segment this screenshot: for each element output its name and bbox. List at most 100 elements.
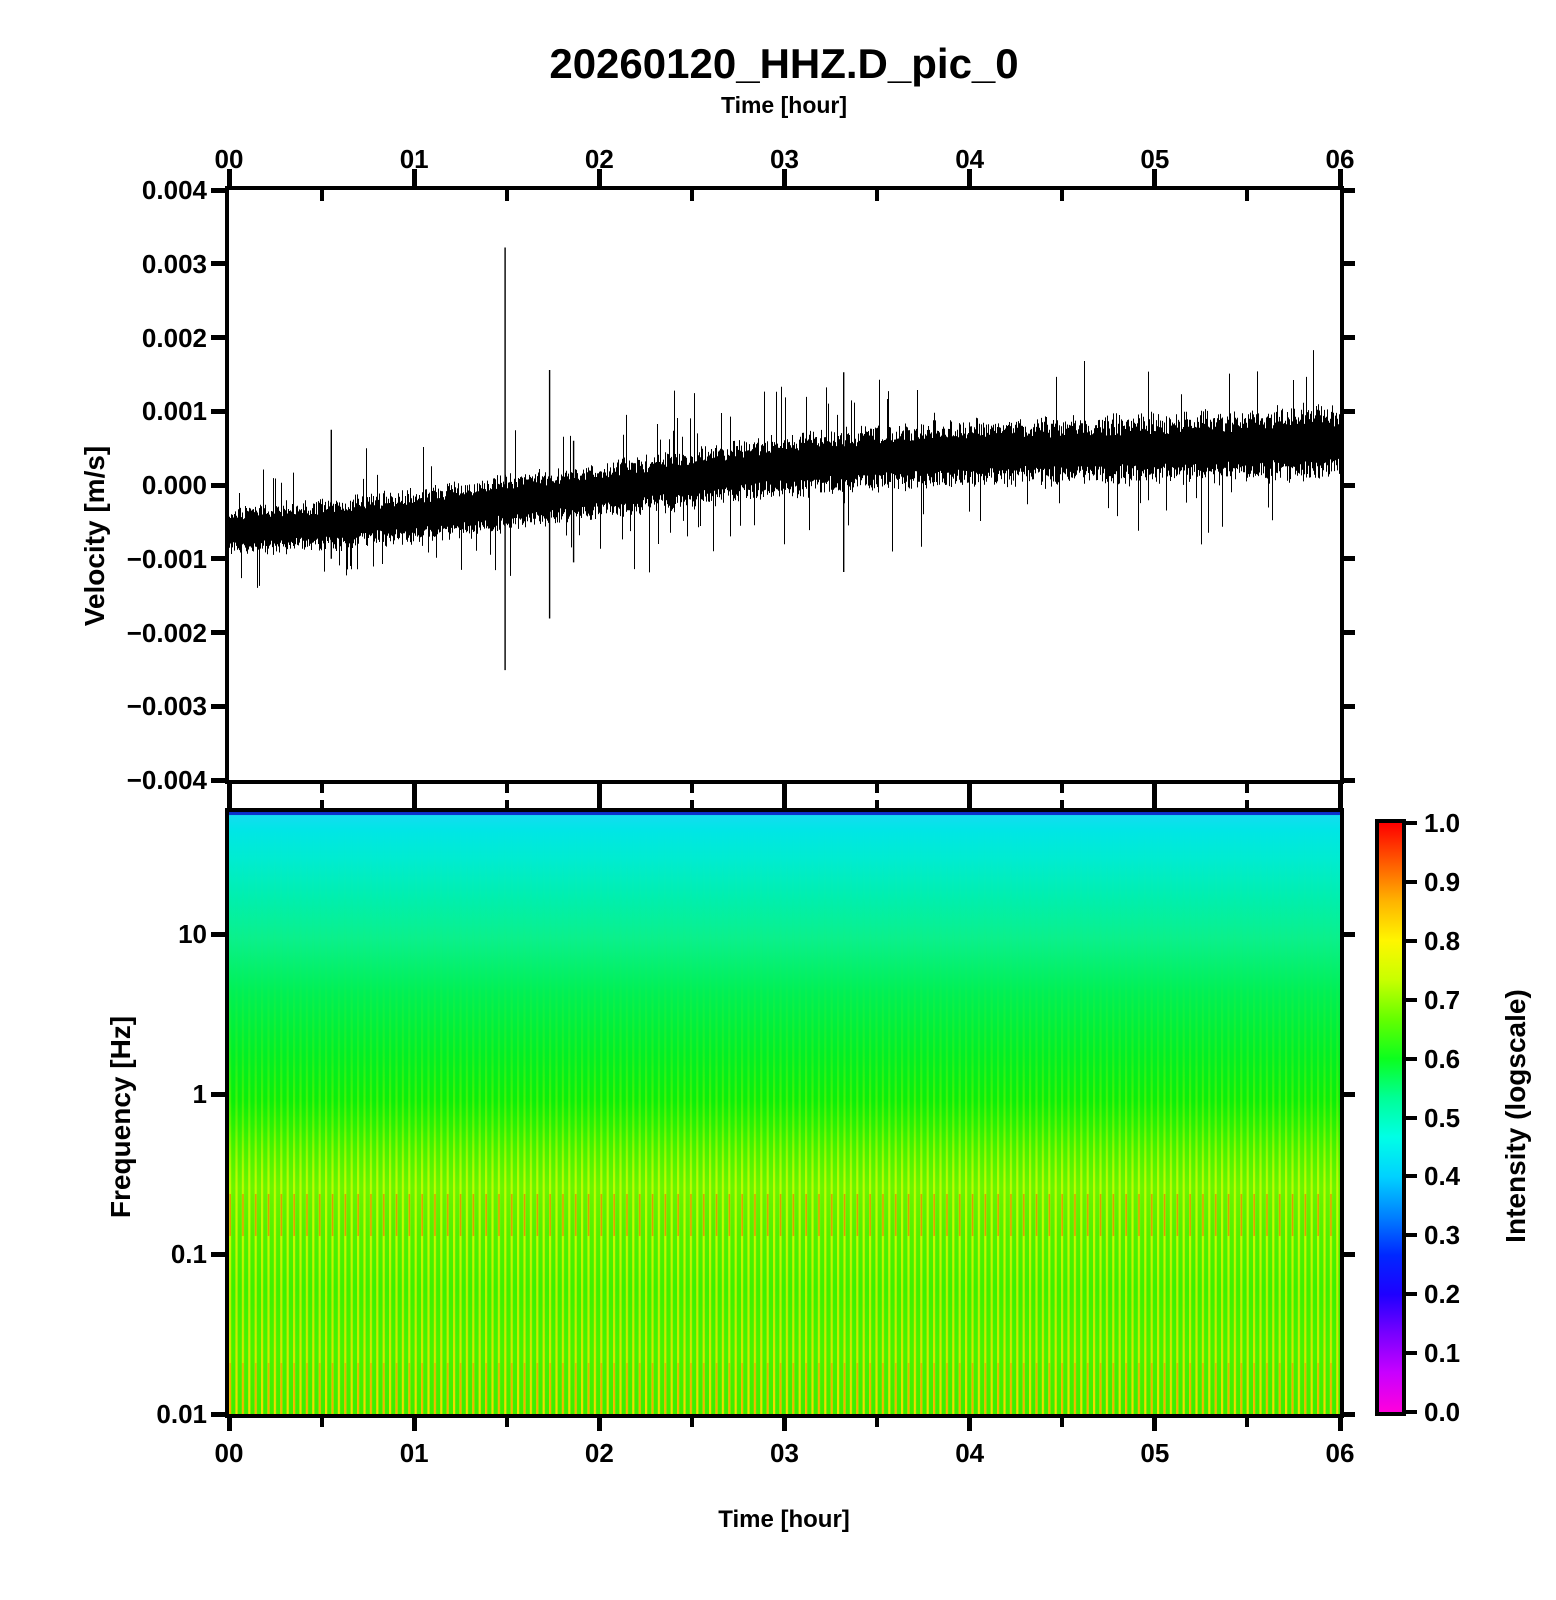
top-axis-major-tick [1337,169,1343,187]
velocity-right-tick [1342,187,1355,193]
velocity-major-tick [211,408,227,414]
bottom-axis-minor-tick [1060,1416,1065,1427]
mid-axis-major-tick [782,782,787,797]
velocity-right-tick [1342,482,1355,488]
colorbar-tick-label: 0.6 [1424,1043,1461,1074]
velocity-tick-label: −0.001 [126,543,207,574]
top-axis-major-tick [782,169,787,187]
mid-axis-major-tick [596,782,602,797]
velocity-tick-label: −0.002 [126,617,207,648]
bottom-axis-minor-tick [319,1416,324,1427]
spectrogram-ylabel: Frequency [Hz] [105,1015,136,1219]
bottom-axis-minor-tick [689,1416,694,1427]
mid-axis-major-tick [1152,782,1158,797]
velocity-tick-label: 0.002 [141,322,207,353]
bottom-axis-title: Time [hour] [718,1506,850,1533]
bottom-axis-major-tick [782,1414,787,1431]
velocity-right-tick [1342,335,1355,340]
frequency-major-tick [211,1091,227,1097]
velocity-tick-label: 0.003 [141,248,207,279]
top-axis-major-tick [1152,169,1158,187]
spec-top-minor-tick [1060,800,1065,811]
top-axis-major-tick [596,169,602,187]
velocity-tick-label: −0.003 [126,691,207,722]
colorbar-tick [1404,821,1417,825]
colorbar-tick-label: 0.1 [1424,1338,1461,1369]
page-title: 20260120_HHZ.D_pic_0 [549,40,1019,87]
velocity-right-tick [1342,261,1355,267]
spec-top-major-tick [1337,797,1343,811]
bottom-axis-major-tick [1152,1414,1158,1431]
colorbar-tick [1404,879,1417,884]
spec-top-minor-tick [689,800,694,811]
bottom-axis-major-tick [596,1414,602,1431]
top-axis-minor-tick [1245,190,1250,201]
colorbar-tick-label: 1.0 [1424,808,1461,838]
velocity-major-tick [211,482,227,488]
waveform-panel [225,186,1344,784]
colorbar-tick-label: 0.2 [1424,1279,1461,1310]
bottom-axis-minor-tick [504,1416,509,1427]
frequency-right-tick [1342,1411,1355,1417]
spectrogram-image [229,812,1340,1414]
top-axis-major-tick [226,169,232,187]
bottom-axis-tick-label: 04 [955,1438,985,1468]
velocity-tick-label: 0.001 [141,396,207,427]
bottom-axis-minor-tick [875,1416,880,1427]
velocity-right-tick [1342,703,1355,709]
velocity-tick-label: −0.004 [126,765,207,795]
colorbar-gradient [1379,823,1402,1412]
frequency-tick-label: 0.01 [156,1399,207,1429]
mid-axis-major-tick [226,782,232,797]
bottom-axis-tick-label: 03 [770,1438,799,1468]
spec-top-minor-tick [1245,800,1250,811]
mid-axis-minor-tick [875,782,880,793]
mid-axis-minor-tick [319,782,324,793]
colorbar-tick [1404,1115,1417,1120]
colorbar-tick [1404,1174,1417,1179]
frequency-right-tick [1342,1251,1355,1257]
top-axis-major-tick [967,169,973,187]
velocity-major-tick [211,777,227,783]
colorbar-tick-label: 0.9 [1424,866,1461,897]
colorbar-tick-label: 0.8 [1424,925,1461,956]
mid-axis-minor-tick [1245,782,1250,793]
spec-top-minor-tick [319,800,324,811]
colorbar-tick [1404,1056,1417,1061]
velocity-major-tick [211,703,227,709]
spec-top-major-tick [411,797,417,811]
frequency-tick-label: 0.1 [170,1239,207,1269]
spec-top-major-tick [967,797,973,811]
spec-top-minor-tick [875,800,880,811]
top-axis-minor-tick [875,190,880,201]
mid-axis-major-tick [411,782,417,797]
mid-axis-major-tick [1337,782,1343,797]
spec-top-major-tick [226,797,232,811]
spec-top-major-tick [782,797,787,811]
colorbar-tick-label: 0.3 [1424,1220,1461,1251]
velocity-right-tick [1342,777,1355,783]
velocity-major-tick [211,261,227,267]
colorbar-tick [1404,997,1417,1002]
frequency-right-tick [1342,1091,1355,1097]
velocity-tick-label: 0.000 [141,470,207,500]
frequency-major-tick [211,1411,227,1417]
colorbar-tick [1404,1351,1417,1356]
colorbar [1375,819,1406,1416]
bottom-axis-major-tick [411,1414,417,1431]
top-axis-minor-tick [689,190,694,201]
frequency-tick-label: 1 [192,1079,207,1109]
top-axis-major-tick [411,169,417,187]
mid-axis-minor-tick [689,782,694,793]
frequency-major-tick [211,931,227,937]
spec-top-major-tick [1152,797,1158,811]
bottom-axis-tick-label: 01 [399,1438,429,1468]
frequency-right-tick [1342,931,1355,937]
bottom-axis-major-tick [226,1414,232,1431]
colorbar-tick [1404,938,1417,943]
top-axis-minor-tick [504,190,509,201]
colorbar-tick [1404,1410,1417,1414]
bottom-axis-tick-label: 00 [214,1438,244,1468]
mid-axis-minor-tick [504,782,509,793]
colorbar-tick [1404,1233,1417,1238]
